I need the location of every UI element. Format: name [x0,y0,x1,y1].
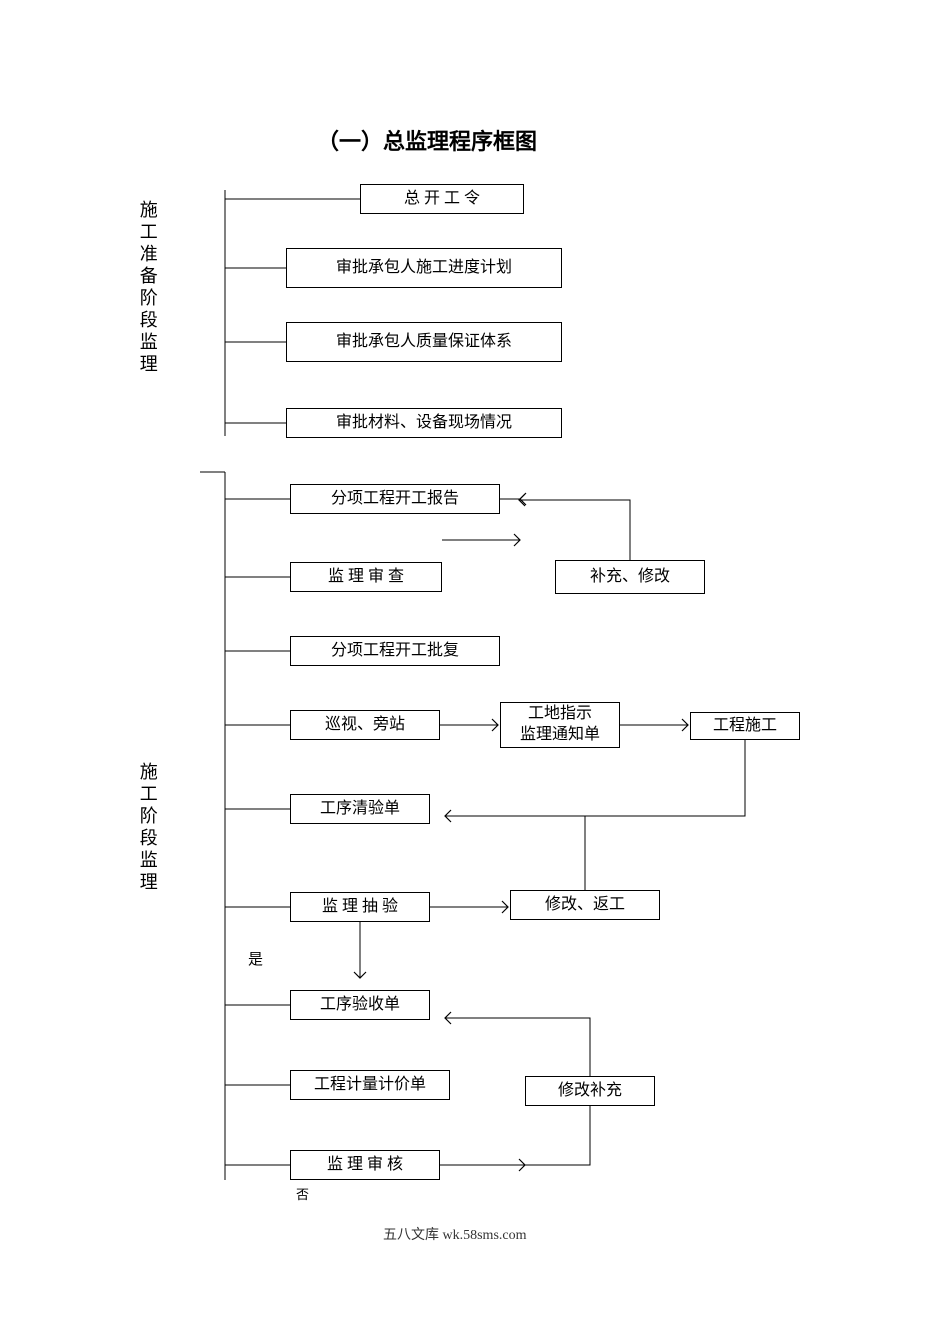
node-b17: 修改补充 [525,1076,655,1106]
node-b6: 监 理 审 查 [290,562,442,592]
node-b7: 补充、修改 [555,560,705,594]
node-b9: 巡视、旁站 [290,710,440,740]
node-b1: 总 开 工 令 [360,184,524,214]
node-b10: 工地指示 监理通知单 [500,702,620,748]
node-b8: 分项工程开工批复 [290,636,500,666]
node-b11: 工程施工 [690,712,800,740]
phase-label-phase2: 施工阶段监理 [133,762,162,894]
node-b14: 修改、返工 [510,890,660,920]
canvas: （一）总监理程序框图 施工准备阶段监理施工阶段监理 总 开 工 令审批承包人施工… [0,0,950,1344]
node-b18: 监 理 审 核 [290,1150,440,1180]
node-b13: 监 理 抽 验 [290,892,430,922]
node-b15: 工序验收单 [290,990,430,1020]
node-b2: 审批承包人施工进度计划 [286,248,562,288]
page-title: （一）总监理程序框图 [317,124,537,156]
edge-label-no: 否 [296,1184,309,1203]
phase-label-phase1: 施工准备阶段监理 [133,200,162,376]
node-b4: 审批材料、设备现场情况 [286,408,562,438]
footer-text: 五八文库 wk.58sms.com [383,1224,527,1244]
node-b3: 审批承包人质量保证体系 [286,322,562,362]
node-b16: 工程计量计价单 [290,1070,450,1100]
node-b5: 分项工程开工报告 [290,484,500,514]
edge-label-yes: 是 [248,948,263,969]
node-b12: 工序清验单 [290,794,430,824]
